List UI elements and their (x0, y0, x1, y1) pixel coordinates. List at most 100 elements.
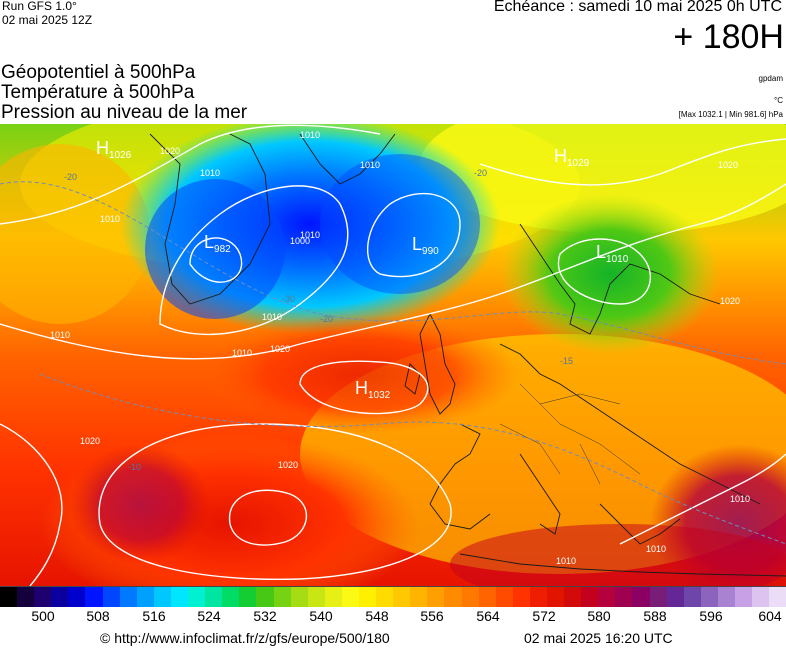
color-scale-swatch (290, 587, 308, 607)
pressure-center-labels: H1026 L982 L990 H1029 L1010 H1032 (96, 138, 629, 401)
color-scale-swatch (444, 587, 462, 607)
pressure-center-low: L1010 (596, 242, 629, 265)
color-scale-swatch (564, 587, 582, 607)
generation-date: 02 mai 2025 16:20 UTC (524, 630, 673, 646)
color-scale-swatch (188, 587, 206, 607)
copyright-url[interactable]: © http://www.infoclimat.fr/z/gfs/europe/… (100, 630, 390, 646)
isobar-label: 1020 (718, 160, 738, 170)
color-scale-tick-label: 556 (420, 608, 444, 624)
pressure-center-high: H1029 (554, 146, 590, 169)
color-scale-swatch (632, 587, 650, 607)
unit-geopotential: gpdam (758, 74, 783, 83)
color-scale-swatch (649, 587, 667, 607)
color-scale-swatch (136, 587, 154, 607)
color-scale-bar (0, 586, 786, 607)
color-scale-swatch (68, 587, 86, 607)
color-scale-swatch (529, 587, 547, 607)
color-scale-swatch (119, 587, 137, 607)
color-scale-tick-label: 564 (476, 608, 500, 624)
color-scale-swatch (102, 587, 120, 607)
color-scale-swatch (324, 587, 342, 607)
color-scale-tick-label: 508 (86, 608, 110, 624)
pressure-center-low: L982 (204, 232, 231, 255)
weather-map: H1026 L982 L990 H1029 L1010 H1032 1010 1… (0, 124, 786, 586)
color-scale-swatch (735, 587, 753, 607)
isobar-label: 1020 (720, 296, 740, 306)
color-scale-swatch (170, 587, 189, 607)
isobar-label: 1010 (300, 130, 320, 140)
color-scale-swatch (273, 587, 291, 607)
isobar-label: 1000 (290, 236, 310, 246)
color-scale-swatch (495, 587, 513, 607)
isobar-label: 1010 (730, 494, 750, 504)
color-scale-swatch (307, 587, 325, 607)
temperature-label: -20 (64, 172, 77, 182)
color-scale-swatch (222, 587, 240, 607)
isobar-label: 1010 (232, 348, 252, 358)
title-geopotential: Géopotentiel à 500hPa (1, 62, 196, 83)
isobar-label: 1010 (646, 544, 666, 554)
color-scale-swatch (666, 587, 684, 607)
temperature-label: -30 (282, 294, 295, 304)
color-scale-swatch (51, 587, 69, 607)
color-scale-tick-label: 596 (699, 608, 723, 624)
title-temperature: Température à 500hPa (1, 82, 195, 103)
color-scale-swatch (341, 587, 359, 607)
color-scale-swatch (410, 587, 428, 607)
isobar-labels: 1010 1020 1010 1010 1000 1010 1010 1020 … (50, 130, 750, 566)
temperature-label: -10 (128, 462, 141, 472)
color-scale-swatch (205, 587, 223, 607)
isobar-label: 1010 (100, 214, 120, 224)
color-scale-swatch (239, 587, 257, 607)
run-date: 02 mai 2025 12Z (2, 13, 93, 27)
color-scale-swatch (717, 587, 736, 607)
color-scale-tick-label: 532 (253, 608, 277, 624)
color-scale-swatch (358, 587, 377, 607)
color-scale-swatch (153, 587, 171, 607)
color-scale-swatch (393, 587, 411, 607)
color-scale-tick-label: 572 (532, 608, 556, 624)
forecast-valid-time: Echéance : samedi 10 mai 2025 0h UTC (493, 0, 782, 15)
temperature-label: -15 (560, 356, 573, 366)
color-scale-swatch (34, 587, 52, 607)
pressure-max-min: [Max 1032.1 | Min 981.6] hPa (678, 110, 783, 119)
isobar-label: 1020 (160, 146, 180, 156)
color-scale-ticks: 500 508 516 524 532 540 548 556 564 572 580 588 596 6… (0, 608, 786, 628)
color-scale-tick-label: 516 (142, 608, 166, 624)
unit-temperature: °C (774, 96, 783, 105)
color-scale-tick-label: 604 (758, 608, 782, 624)
isobar-label: 1010 (50, 330, 70, 340)
temperature-labels: -20 -30 -20 -20 -15 -10 (64, 168, 573, 472)
isobar-label: 1010 (262, 312, 282, 322)
pressure-center-low: L990 (412, 234, 439, 257)
color-scale-swatch (478, 587, 496, 607)
isobar-label: 1010 (200, 168, 220, 178)
color-scale-swatch (700, 587, 718, 607)
color-scale-swatch (769, 587, 786, 607)
isobar-label: 1020 (278, 460, 298, 470)
isobar-label: 1020 (80, 436, 100, 446)
color-scale-swatch (598, 587, 616, 607)
temperature-contours (0, 181, 786, 545)
isobar-label: 1010 (360, 160, 380, 170)
color-scale-tick-label: 500 (31, 608, 55, 624)
run-label: Run GFS 1.0° (2, 0, 77, 13)
color-scale-swatch (85, 587, 103, 607)
color-scale-swatch (461, 587, 479, 607)
isobar-label: 1010 (556, 556, 576, 566)
isobars (0, 124, 786, 586)
color-scale-swatch (0, 587, 18, 607)
color-scale-swatch (376, 587, 394, 607)
color-scale-swatch (427, 587, 445, 607)
pressure-center-high: H1032 (355, 378, 391, 401)
forecast-lead-time: + 180H (673, 18, 784, 56)
color-scale-swatch (683, 587, 701, 607)
color-scale-swatch (512, 587, 530, 607)
color-scale-swatch (17, 587, 35, 607)
temperature-label: -20 (474, 168, 487, 178)
temperature-label: -20 (320, 314, 333, 324)
pressure-center-high: H1026 (96, 138, 132, 161)
color-scale-swatch (256, 587, 274, 607)
color-scale-tick-label: 524 (197, 608, 221, 624)
isobar-label: 1020 (270, 344, 290, 354)
